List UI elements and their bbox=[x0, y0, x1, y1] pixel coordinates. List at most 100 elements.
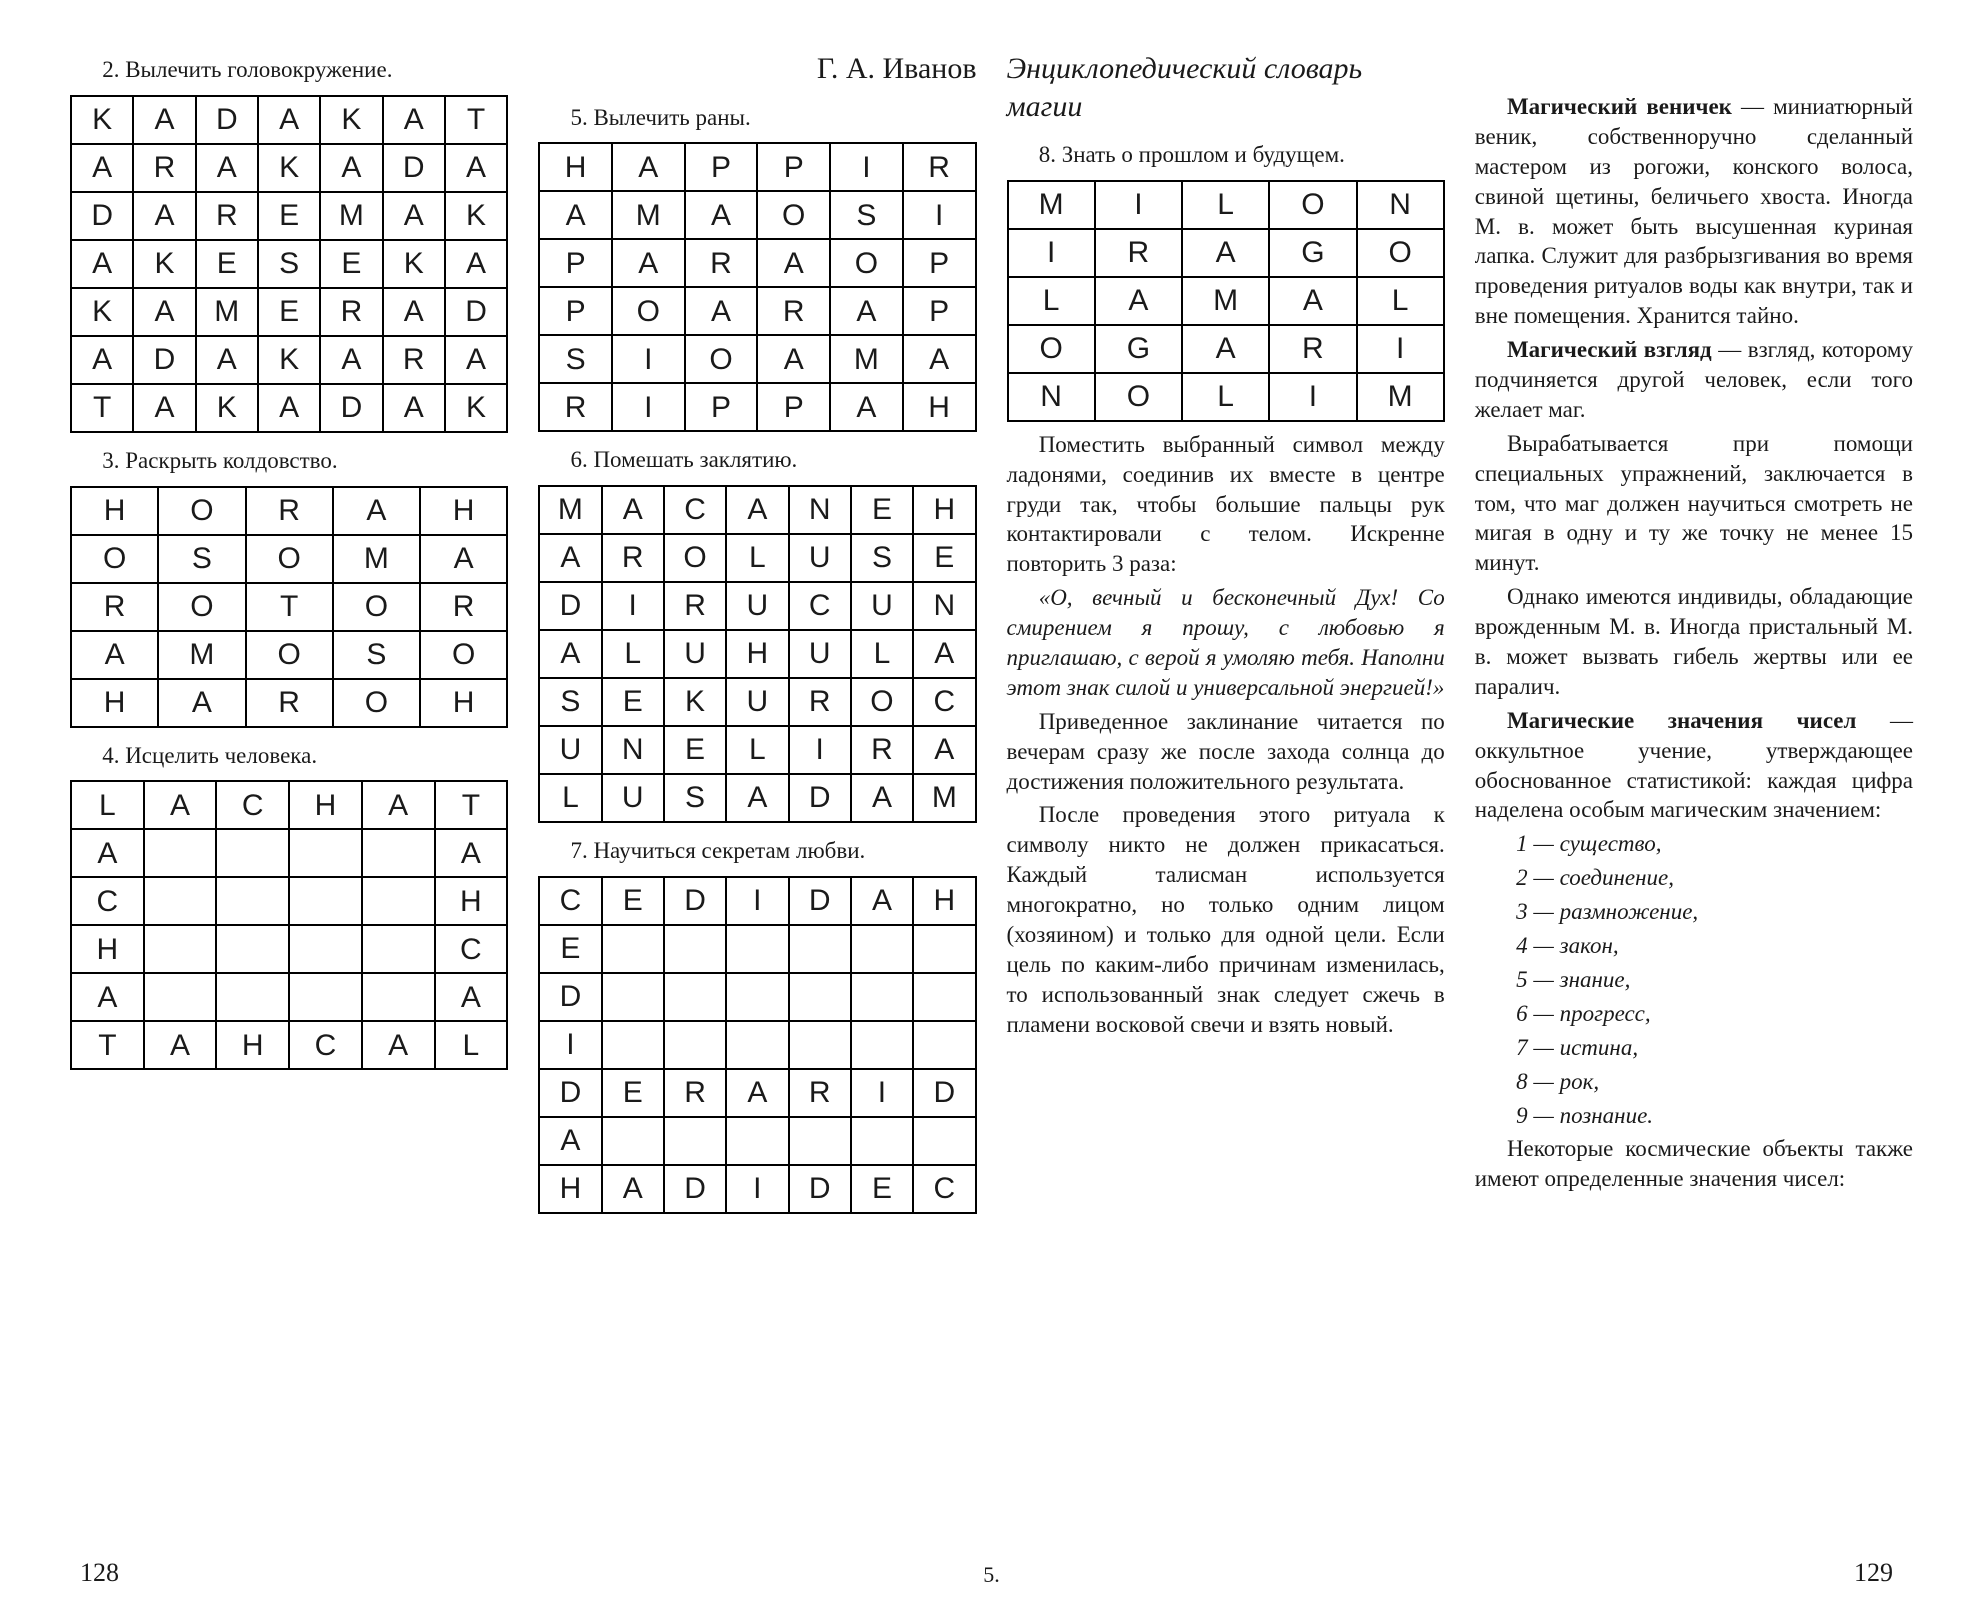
grid-cell: A bbox=[602, 486, 664, 534]
para-after: После проведения этого ритуала к символу… bbox=[1007, 800, 1445, 1039]
grid-cell: S bbox=[851, 534, 913, 582]
grid-cell: I bbox=[612, 383, 685, 431]
grid-cell bbox=[144, 973, 217, 1021]
grid-cell: O bbox=[612, 287, 685, 335]
grid-cell: P bbox=[757, 143, 830, 191]
grid-cell: L bbox=[1008, 277, 1095, 325]
grid-cell: R bbox=[1269, 325, 1356, 373]
grid-cell: T bbox=[435, 781, 508, 829]
grid-cell bbox=[664, 1021, 726, 1069]
grid-cell: H bbox=[726, 630, 788, 678]
grid-cell: M bbox=[612, 191, 685, 239]
grid-cell: E bbox=[602, 877, 664, 925]
body-text-col4: Магический веничек — миниатюрный веник, … bbox=[1475, 92, 1913, 1198]
grid-6: MACANEHAROLUSEDIRUCUNALUHULASEKUROCUNELI… bbox=[538, 485, 976, 823]
grid-cell: R bbox=[664, 582, 726, 630]
grid-cell: N bbox=[602, 726, 664, 774]
grid-cell: H bbox=[539, 1165, 601, 1213]
grid-cell: R bbox=[602, 534, 664, 582]
grid-cell: O bbox=[333, 679, 420, 727]
grid-cell: H bbox=[420, 679, 507, 727]
grid-cell: D bbox=[789, 877, 851, 925]
grid-cell bbox=[664, 1117, 726, 1165]
grid-cell: A bbox=[830, 383, 903, 431]
grid-cell: U bbox=[726, 678, 788, 726]
grid-cell: M bbox=[333, 535, 420, 583]
grid-cell: D bbox=[133, 336, 195, 384]
grid-cell: A bbox=[383, 384, 445, 432]
def-body-1: — миниатюрный веник, собственноручно сде… bbox=[1475, 94, 1913, 328]
grid-cell: A bbox=[903, 335, 976, 383]
grid-cell: R bbox=[420, 583, 507, 631]
grid-cell: E bbox=[913, 534, 975, 582]
grid-cell: D bbox=[196, 96, 258, 144]
grid-cell: I bbox=[851, 1069, 913, 1117]
grid-cell: A bbox=[612, 143, 685, 191]
grid-cell: A bbox=[1182, 325, 1269, 373]
grid-cell bbox=[851, 1021, 913, 1069]
grid-cell: D bbox=[913, 1069, 975, 1117]
grid-8: MILONIRAGOLAMALOGARINOLIM bbox=[1007, 180, 1445, 422]
grid-cell: D bbox=[539, 1069, 601, 1117]
grid-cell: A bbox=[144, 1021, 217, 1069]
number-item: 4 — закон, bbox=[1475, 931, 1913, 961]
grid-cell: A bbox=[196, 336, 258, 384]
grid-cell: P bbox=[685, 383, 758, 431]
grid-cell: A bbox=[420, 535, 507, 583]
grid-cell: O bbox=[851, 678, 913, 726]
grid-cell: L bbox=[435, 1021, 508, 1069]
grid-cell: O bbox=[158, 487, 245, 535]
grid-cell: A bbox=[539, 1117, 601, 1165]
grid-cell: R bbox=[664, 1069, 726, 1117]
grid-cell: A bbox=[913, 630, 975, 678]
grid-cell: A bbox=[144, 781, 217, 829]
grid-cell: I bbox=[1357, 325, 1444, 373]
grid-3: HORAHOSOMAROTORAMOSOHAROH bbox=[70, 486, 508, 728]
grid-2: KADAKATARAKADADAREMAKAKESEKAKAMERADADAKA… bbox=[70, 95, 508, 433]
grid-cell: M bbox=[830, 335, 903, 383]
grid-cell: A bbox=[1095, 277, 1182, 325]
grid-cell: T bbox=[71, 384, 133, 432]
grid-cell bbox=[851, 925, 913, 973]
grid-cell: R bbox=[789, 1069, 851, 1117]
grid-cell bbox=[913, 925, 975, 973]
grid-5: HAPPIRAMAOSIPARAOPPOARAPSIOAMARIPPAH bbox=[538, 142, 976, 432]
def-chisla: Магические значения чисел — оккультное у… bbox=[1475, 706, 1913, 826]
grid-cell: O bbox=[246, 535, 333, 583]
grid-cell: I bbox=[830, 143, 903, 191]
grid-cell bbox=[789, 1021, 851, 1069]
grid-cell: U bbox=[789, 630, 851, 678]
number-list: 1 — существо,2 — соединение,3 — размноже… bbox=[1475, 829, 1913, 1130]
number-item: 2 — соединение, bbox=[1475, 863, 1913, 893]
caption-5: 5. Вылечить раны. bbox=[538, 104, 976, 133]
grid-cell: O bbox=[1008, 325, 1095, 373]
grid-cell: O bbox=[246, 631, 333, 679]
grid-cell: E bbox=[320, 240, 382, 288]
grid-cell: I bbox=[602, 582, 664, 630]
grid-cell: I bbox=[726, 1165, 788, 1213]
grid-cell: E bbox=[196, 240, 258, 288]
grid-cell: S bbox=[539, 678, 601, 726]
grid-cell bbox=[726, 925, 788, 973]
para-cosmic: Некоторые космические объекты также имею… bbox=[1475, 1134, 1913, 1194]
grid-cell: A bbox=[539, 191, 612, 239]
column-2: Г. А. Иванов 5. Вылечить раны. HAPPIRAMA… bbox=[538, 50, 976, 1572]
grid-cell: N bbox=[1357, 181, 1444, 229]
grid-cell: C bbox=[789, 582, 851, 630]
grid-cell: S bbox=[664, 774, 726, 822]
grid-cell: U bbox=[726, 582, 788, 630]
grid-cell: A bbox=[602, 1165, 664, 1213]
grid-cell: S bbox=[539, 335, 612, 383]
grid-cell: A bbox=[445, 144, 507, 192]
grid-cell: D bbox=[664, 1165, 726, 1213]
grid-cell bbox=[726, 1021, 788, 1069]
grid-cell: U bbox=[539, 726, 601, 774]
caption-7: 7. Научиться секретам любви. bbox=[538, 837, 976, 866]
grid-cell: R bbox=[539, 383, 612, 431]
grid-cell: A bbox=[71, 336, 133, 384]
grid-cell: R bbox=[196, 192, 258, 240]
grid-cell: C bbox=[539, 877, 601, 925]
grid-cell: A bbox=[726, 774, 788, 822]
grid-cell: N bbox=[789, 486, 851, 534]
grid-cell: C bbox=[435, 925, 508, 973]
